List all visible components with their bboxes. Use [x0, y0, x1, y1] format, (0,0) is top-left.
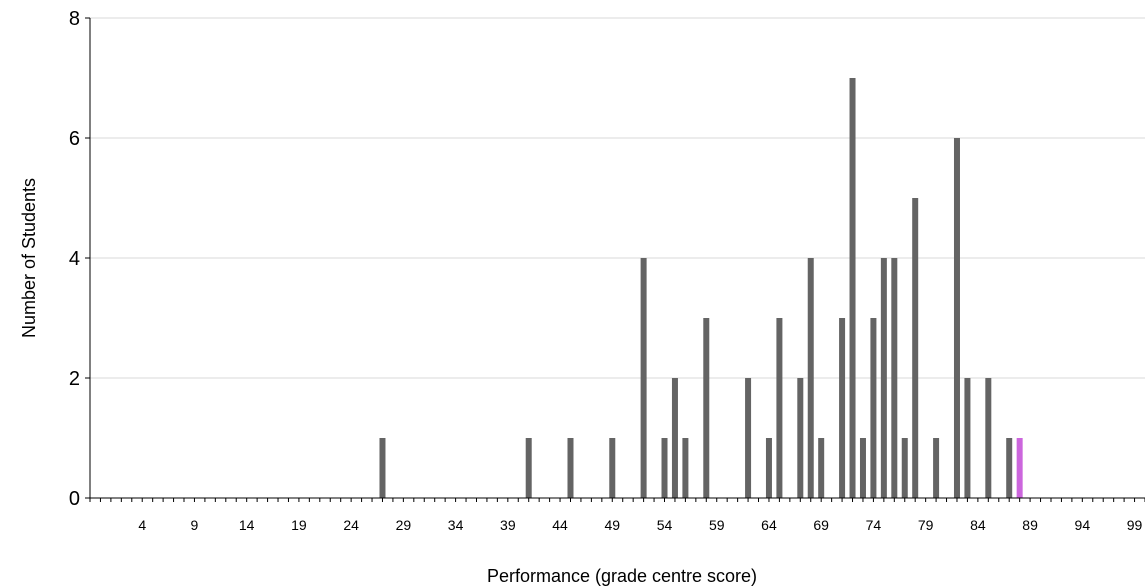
bar-75: [880, 258, 887, 498]
y-tick-label-2: 2: [69, 368, 80, 390]
x-tick-label-99: 99: [1127, 517, 1143, 533]
y-axis-ticks: 0 2 4 6 8: [69, 8, 90, 510]
bar-49: [609, 438, 616, 498]
bar-82: [953, 138, 960, 498]
bar-80: [933, 438, 940, 498]
bar-41: [525, 438, 532, 498]
bar-series: [379, 78, 1023, 498]
bar-67: [797, 378, 804, 498]
bar-71: [839, 318, 846, 498]
bar-77: [901, 438, 908, 498]
x-tick-label-39: 39: [500, 517, 516, 533]
bar-65: [776, 318, 783, 498]
bar-64: [765, 438, 772, 498]
x-tick-label-89: 89: [1022, 517, 1038, 533]
bar-69: [818, 438, 825, 498]
bar-27: [379, 438, 386, 498]
x-tick-label-44: 44: [552, 517, 568, 533]
x-tick-label-79: 79: [918, 517, 934, 533]
y-tick-label-4: 4: [69, 248, 80, 270]
x-tick-label-69: 69: [813, 517, 829, 533]
x-tick-label-19: 19: [291, 517, 307, 533]
y-tick-label-8: 8: [69, 8, 80, 30]
x-tick-label-34: 34: [448, 517, 464, 533]
x-tick-label-24: 24: [343, 517, 359, 533]
bar-52: [640, 258, 647, 498]
x-axis-title: Performance (grade centre score): [487, 566, 757, 586]
x-tick-label-14: 14: [239, 517, 255, 533]
bar-78: [912, 198, 919, 498]
bar-85: [985, 378, 992, 498]
bar-87: [1006, 438, 1013, 498]
x-tick-label-9: 9: [191, 517, 199, 533]
x-tick-label-84: 84: [970, 517, 986, 533]
y-tick-label-6: 6: [69, 128, 80, 150]
x-tick-label-74: 74: [866, 517, 882, 533]
bar-83: [964, 378, 971, 498]
gridlines: [90, 17, 1145, 379]
bar-45: [567, 438, 574, 498]
bar-55: [671, 378, 678, 498]
x-tick-label-29: 29: [396, 517, 412, 533]
bar-58: [703, 318, 710, 498]
y-axis-title: Number of Students: [19, 178, 39, 338]
y-tick-label-0: 0: [69, 488, 80, 510]
bar-54: [661, 438, 668, 498]
x-tick-label-54: 54: [657, 517, 673, 533]
bar-68: [807, 258, 814, 498]
x-tick-label-49: 49: [604, 517, 620, 533]
x-tick-label-4: 4: [138, 517, 146, 533]
bar-56: [682, 438, 689, 498]
bar-72: [849, 78, 856, 498]
x-axis-ticks: 4 9 14 19 24 29 34 39 44 49 54 59 64 69 74 79 84 89 94 99: [89, 498, 1145, 533]
x-tick-label-59: 59: [709, 517, 725, 533]
x-tick-label-94: 94: [1075, 517, 1091, 533]
bar-74: [870, 318, 877, 498]
bar-73: [859, 438, 866, 498]
bar-highlighted-88: [1016, 438, 1023, 498]
bar-62: [745, 378, 752, 498]
bar-76: [891, 258, 898, 498]
x-tick-label-64: 64: [761, 517, 777, 533]
